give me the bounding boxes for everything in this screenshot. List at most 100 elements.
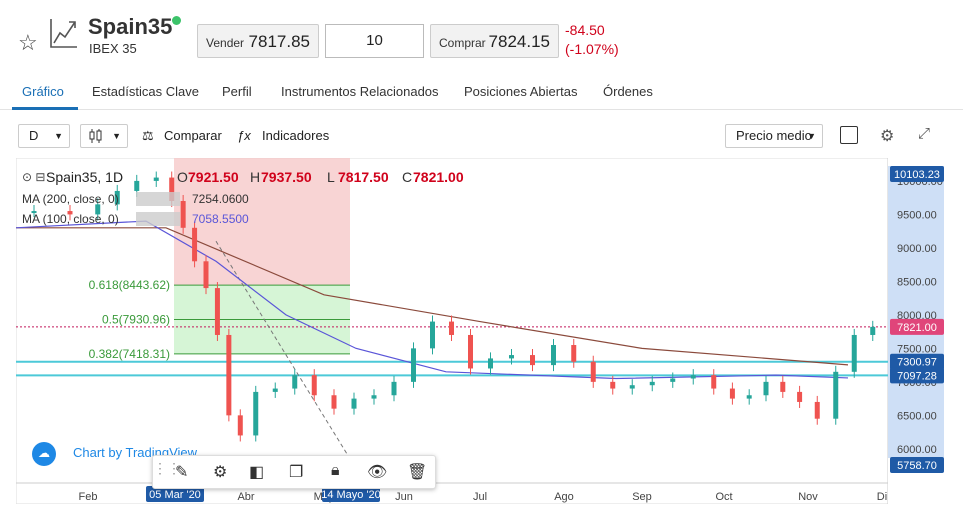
candle-body [870, 326, 876, 335]
candle-body [797, 391, 803, 402]
candle-body [763, 381, 769, 396]
candle-body [411, 348, 416, 382]
ma100-value: 7058.5500 [192, 212, 249, 226]
chart-area[interactable]: 10000.009500.009000.008500.008000.007500… [16, 158, 946, 504]
price-tag-bg [890, 353, 944, 370]
candle-body [851, 334, 857, 372]
candle-body [610, 381, 616, 389]
instrument-header: ☆ Spain35 IBEX 35 Vender 7817.85 10 Comp… [0, 0, 963, 70]
active-tab-underline [12, 107, 78, 110]
interval-value: D [29, 128, 39, 143]
gear-icon[interactable]: ⚙ [213, 464, 228, 481]
candle-body [153, 177, 159, 181]
fib-level-label: 0.382(7418.31) [89, 347, 170, 361]
fullscreen-box-icon[interactable] [840, 126, 858, 144]
price-tag-label: 7300.97 [897, 357, 937, 369]
indicators-icon[interactable]: ƒx [237, 128, 251, 143]
candle-body [729, 388, 735, 399]
x-tick-label: Di [877, 491, 887, 503]
y-tick-label: 9500.00 [897, 209, 937, 221]
compare-icon[interactable]: ⚖ [142, 128, 154, 143]
symbol-title: Spain35 [88, 14, 173, 39]
legend-ohlc-label: L [327, 169, 335, 185]
buy-label: Comprar [439, 36, 486, 50]
legend-ohlc-value: 7921.50 [188, 169, 239, 185]
x-tick-label: Abr [237, 491, 254, 503]
lock-icon[interactable]: 🔒︎ [331, 462, 340, 479]
candle-body [629, 385, 635, 389]
candle-body [571, 345, 577, 362]
legend-ohlc-value: 7817.50 [338, 169, 389, 185]
compare-button[interactable]: Comparar [164, 128, 222, 143]
candle-body [114, 190, 120, 205]
chart-toolbar: D ▼ ▼ ⚖ Comparar ƒx Indicadores Precio m… [0, 120, 963, 152]
ma200-label: MA (200, close, 0) [22, 192, 119, 206]
candle-body [690, 375, 696, 379]
drawing-toolbar: ⋮⋮ ✎ ⚙ ◧ ❐ 🔒︎ 👁︎ 🗑︎ [152, 455, 436, 489]
date-tag-label: 14 Mayo '20 [321, 489, 381, 501]
price-range-highlight [888, 166, 944, 458]
date-tag-bg [146, 486, 204, 502]
change-percent: (-1.07%) [565, 41, 619, 57]
sell-button[interactable]: Vender 7817.85 [197, 24, 319, 58]
price-chart[interactable]: 10000.009500.009000.008500.008000.007500… [16, 158, 946, 504]
candle-body [488, 358, 493, 369]
ma200-controls[interactable] [136, 192, 180, 206]
ma100-label: MA (100, close, 0) [22, 212, 119, 226]
ma100-controls[interactable] [136, 212, 180, 226]
ma200-line [16, 227, 849, 366]
drag-handle-icon[interactable]: ⋮⋮ [153, 460, 181, 476]
candle-body [530, 355, 535, 366]
candle-body [833, 371, 839, 419]
eye-icon[interactable]: 👁︎ [367, 464, 388, 481]
tab-posiciones-abiertas[interactable]: Posiciones Abiertas [464, 84, 578, 99]
star-icon[interactable]: ☆ [18, 30, 38, 55]
price-change: -84.50 (-1.07%) [565, 21, 619, 59]
price-tag-bg [890, 367, 944, 384]
x-tick-label: Jul [473, 491, 487, 503]
expand-icon[interactable]: ⤢ [918, 125, 931, 142]
tab-grafico[interactable]: Gráfico [22, 84, 64, 99]
tab-instrumentos-relacionados[interactable]: Instrumentos Relacionados [281, 84, 439, 99]
price-tag-label: 7097.28 [897, 370, 937, 382]
pencil-icon[interactable]: ✎ [175, 464, 189, 481]
candle-body [780, 381, 786, 392]
tab-ordenes[interactable]: Órdenes [603, 84, 653, 99]
candle-body [292, 375, 298, 389]
candle-body [226, 334, 232, 416]
date-tag-bg [322, 486, 380, 502]
candle-body [237, 415, 243, 436]
tab-bar: Gráfico Estadísticas Clave Perfil Instru… [0, 80, 963, 110]
interval-select[interactable]: D ▼ [18, 124, 70, 148]
legend-ohlc-label: O [177, 169, 188, 185]
legend-ohlc-value: 7821.00 [413, 169, 464, 185]
x-tick-label: Nov [798, 491, 818, 503]
clone-icon[interactable]: ❐ [289, 464, 304, 481]
candle-body [67, 211, 73, 215]
date-tag-label: 05 Mar '20 [149, 489, 201, 501]
legend-ohlc-label: H [250, 169, 260, 185]
candle-body [331, 395, 337, 409]
chart-type-select[interactable]: ▼ [80, 124, 128, 148]
chart-icon[interactable] [48, 16, 78, 50]
quantity-input[interactable]: 10 [325, 24, 424, 58]
caret-down-icon: ▼ [807, 131, 816, 141]
price-type-select[interactable]: Precio medio ▼ [725, 124, 823, 148]
legend-title: Spain35, 1D [46, 169, 123, 185]
buy-button[interactable]: Comprar 7824.15 [430, 24, 559, 58]
trash-icon[interactable]: 🗑︎ [407, 464, 428, 481]
y-tick-label: 9000.00 [897, 243, 937, 255]
x-tick-label: Ago [554, 491, 574, 503]
candle-body [391, 381, 397, 396]
layers-icon[interactable]: ◧ [249, 464, 265, 481]
y-tick-label: 7500.00 [897, 343, 937, 355]
indicators-button[interactable]: Indicadores [262, 128, 330, 143]
gear-icon[interactable]: ⚙ [880, 128, 895, 145]
tab-estadisticas-clave[interactable]: Estadísticas Clave [92, 84, 199, 99]
candle-body [746, 395, 752, 399]
candle-body [169, 177, 175, 202]
caret-down-icon: ▼ [54, 131, 63, 141]
candle-body [814, 401, 820, 419]
candle-body [31, 211, 37, 214]
tab-perfil[interactable]: Perfil [222, 84, 252, 99]
